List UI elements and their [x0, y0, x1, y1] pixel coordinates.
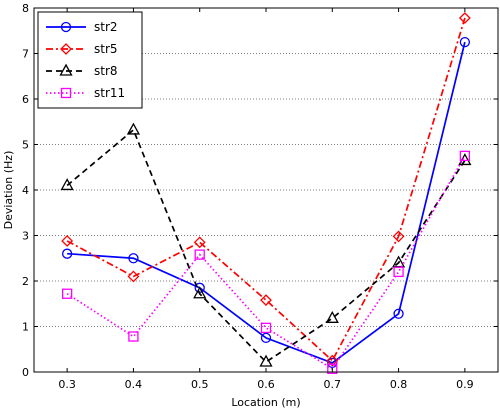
grid-lines — [34, 53, 498, 327]
data-point-str5 — [458, 12, 471, 24]
legend-swatch-marker — [59, 63, 73, 76]
data-point-str2 — [128, 253, 139, 264]
data-point-str5 — [193, 236, 206, 249]
y-tick-label: 3 — [22, 230, 29, 243]
series-str8 — [60, 122, 472, 367]
legend-swatch-marker — [60, 21, 72, 33]
data-point-str8 — [325, 310, 339, 323]
series-str5 — [61, 12, 471, 367]
series-line-str8 — [66, 128, 466, 364]
data-point-str2 — [393, 308, 404, 319]
data-point-str2 — [260, 332, 272, 344]
data-point-str5 — [260, 294, 272, 307]
series-lines — [60, 12, 472, 374]
data-point-str8 — [193, 286, 207, 299]
data-point-str8 — [60, 178, 74, 191]
legend-swatch-marker — [60, 43, 72, 55]
x-tick-label: 0.7 — [324, 378, 342, 391]
legend-label: str11 — [94, 86, 125, 100]
x-tick-label: 0.3 — [58, 378, 76, 391]
y-tick-label: 1 — [22, 321, 29, 334]
data-point-str11 — [459, 150, 471, 162]
legend-entry-str5: str5 — [46, 42, 118, 56]
x-axis-label: Location (m) — [231, 396, 300, 409]
data-point-str11 — [61, 288, 73, 299]
x-tick-label: 0.5 — [191, 378, 209, 391]
legend-entry-str11: str11 — [46, 86, 125, 100]
y-tick-label: 2 — [22, 275, 29, 288]
data-point-str11 — [194, 249, 205, 260]
y-axis-label: Deviation (Hz) — [2, 151, 15, 230]
data-point-str2 — [459, 36, 471, 48]
legend-label: str2 — [94, 20, 118, 34]
legend-entry-str2: str2 — [46, 20, 118, 34]
x-tick-label: 0.9 — [456, 378, 474, 391]
data-point-str11 — [128, 331, 139, 342]
y-tick-label: 8 — [22, 2, 29, 15]
data-point-str11 — [393, 266, 404, 278]
data-point-str11 — [327, 363, 338, 374]
series-line-str5 — [66, 17, 466, 362]
legend-swatch-marker — [60, 87, 72, 99]
y-tick-label: 4 — [22, 184, 29, 197]
series-str11 — [61, 150, 471, 374]
data-point-str2 — [61, 248, 73, 259]
legend: str2 str5 str8 str11 — [37, 11, 143, 109]
legend-label: str8 — [94, 64, 118, 78]
data-point-str11 — [260, 322, 272, 334]
y-tick-label: 7 — [22, 48, 29, 61]
x-tick-label: 0.8 — [390, 378, 408, 391]
y-tick-label: 5 — [22, 139, 29, 152]
data-point-str5 — [61, 235, 74, 247]
legend-entry-str8: str8 — [46, 63, 118, 78]
y-tick-label: 6 — [22, 93, 29, 106]
axes: 0 1 2 3 4 5 6 7 8 0.3 0.4 0.5 0.6 0.7 0.8 0.9 — [22, 2, 498, 391]
legend-box — [37, 11, 143, 109]
y-tick-label: 0 — [22, 366, 29, 379]
data-point-str8 — [126, 122, 141, 135]
x-tick-label: 0.6 — [257, 378, 275, 391]
data-point-str5 — [392, 230, 405, 243]
x-tick-label: 0.4 — [125, 378, 143, 391]
data-point-str8 — [458, 153, 472, 166]
series-line-str2 — [67, 41, 466, 364]
data-point-str8 — [259, 354, 273, 367]
legend-label: str5 — [94, 42, 118, 56]
data-point-str5 — [326, 354, 339, 367]
data-point-str5 — [127, 270, 140, 283]
